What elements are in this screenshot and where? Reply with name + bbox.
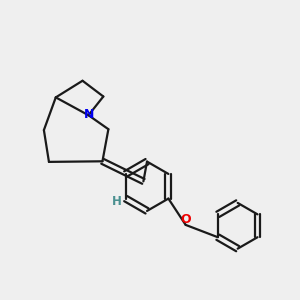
Text: H: H xyxy=(112,195,122,208)
Text: N: N xyxy=(84,108,94,121)
Text: O: O xyxy=(180,213,191,226)
